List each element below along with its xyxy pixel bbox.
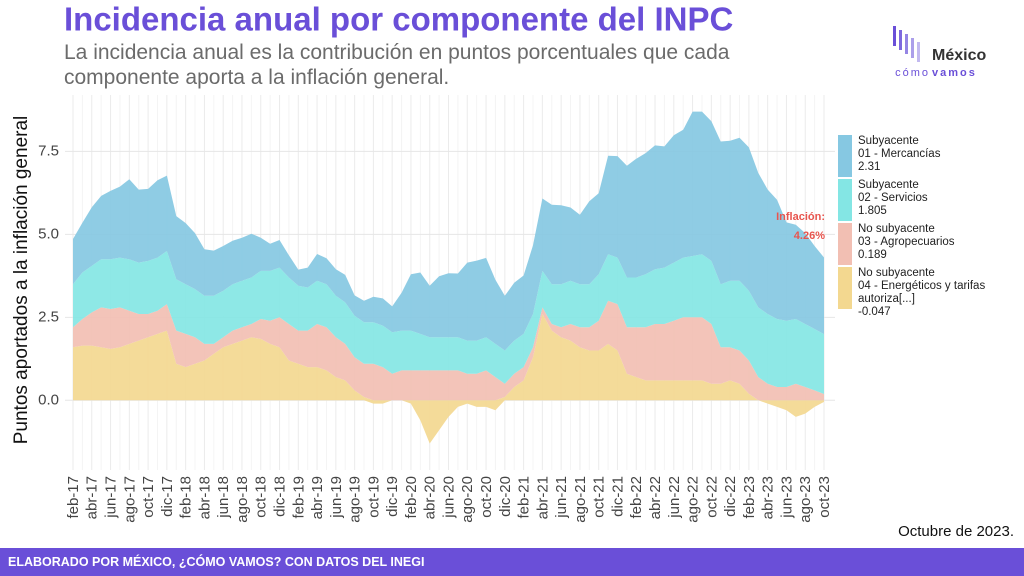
legend-text: Subyacente 02 - Servicios 1.805 — [858, 179, 928, 221]
x-tick-label: feb-17 — [65, 476, 82, 519]
x-tick-label: abr-22 — [647, 476, 664, 519]
x-tick-label: feb-22 — [628, 476, 645, 519]
x-tick-label: dic-19 — [384, 476, 401, 517]
x-tick-label: dic-17 — [159, 476, 176, 517]
logo-bar — [893, 26, 896, 46]
legend-value: -0.047 — [858, 306, 891, 318]
legend-label: Subyacente 02 - Servicios — [858, 179, 928, 204]
x-tick-label: dic-20 — [497, 476, 514, 517]
x-tick-label: abr-19 — [309, 476, 326, 519]
legend-entry: Subyacente 02 - Servicios 1.805 — [838, 179, 985, 221]
legend-text: Subyacente 01 - Mercancías 2.31 — [858, 135, 940, 177]
legend-label: Subyacente 01 - Mercancías — [858, 135, 941, 160]
x-tick-label: abr-21 — [534, 476, 551, 519]
legend-swatch — [838, 135, 852, 177]
x-tick-label: ago-18 — [234, 476, 251, 523]
x-tick-label: oct-20 — [478, 476, 495, 518]
legend-swatch — [838, 267, 852, 309]
x-tick-label: dic-18 — [271, 476, 288, 517]
legend-entry: No subyacente 04 - Energéticos y tarifas… — [838, 267, 985, 319]
logo-bar — [905, 34, 908, 54]
legend: Subyacente 01 - Mercancías 2.31 Subyacente… — [838, 135, 985, 321]
legend-text: No subyacente 03 - Agropecuarios 0.189 — [858, 223, 955, 265]
x-tick-label: oct-17 — [140, 476, 157, 518]
x-tick-label: feb-21 — [516, 476, 533, 519]
area — [73, 111, 824, 351]
area — [73, 300, 824, 401]
x-tick-label: ago-22 — [685, 476, 702, 523]
legend-value: 0.189 — [858, 249, 887, 261]
y-tick-label: 7.5 — [38, 142, 59, 159]
footer: ELABORADO POR MÉXICO, ¿CÓMO VAMOS? CON D… — [0, 548, 1024, 576]
x-tick-label: feb-23 — [741, 476, 758, 519]
x-tick-label: feb-18 — [178, 476, 195, 519]
y-tick-label: 5.0 — [38, 225, 59, 242]
area — [73, 314, 824, 444]
x-tick-label: ago-23 — [797, 476, 814, 523]
chart-subtitle: La incidencia anual es la contribución e… — [64, 41, 730, 89]
legend-swatch — [838, 223, 852, 265]
annotation-label: Inflación: — [776, 211, 825, 223]
x-tick-label: ago-19 — [347, 476, 364, 523]
logo-name: México — [932, 47, 986, 64]
x-tick-label: dic-21 — [609, 476, 626, 517]
legend-label: No subyacente 04 - Energéticos y tarifas… — [858, 267, 986, 305]
x-tick-label: jun-22 — [666, 476, 683, 519]
x-tick-label: abr-18 — [196, 476, 213, 519]
legend-text: No subyacente 04 - Energéticos y tarifas… — [858, 267, 985, 319]
x-tick-label: oct-21 — [591, 476, 608, 518]
legend-value: 1.805 — [858, 205, 887, 217]
x-tick-label: ago-20 — [459, 476, 476, 523]
subtitle-box: La incidencia anual es la contribución e… — [64, 41, 730, 89]
area — [73, 251, 824, 394]
x-tick-label: jun-21 — [553, 476, 570, 519]
legend-entry: No subyacente 03 - Agropecuarios 0.189 — [838, 223, 985, 265]
date-note: Octubre de 2023. — [898, 523, 1014, 540]
x-tick-label: jun-18 — [215, 476, 232, 519]
x-tick-label: feb-19 — [290, 476, 307, 519]
y-tick-label: 0.0 — [38, 391, 59, 408]
logo-bar — [911, 38, 914, 58]
x-tick-label: ago-21 — [572, 476, 589, 523]
x-tick-label: jun-23 — [778, 476, 795, 519]
legend-label: No subyacente 03 - Agropecuarios — [858, 223, 955, 248]
y-tick-label: 2.5 — [38, 308, 59, 325]
x-tick-label: jun-20 — [440, 476, 457, 519]
chart-title: Incidencia anual por componente del INPC — [64, 1, 733, 38]
x-tick-label: abr-20 — [422, 476, 439, 519]
x-tick-label: oct-18 — [253, 476, 270, 518]
legend-value: 2.31 — [858, 161, 881, 173]
x-tick-label: feb-20 — [403, 476, 420, 519]
y-axis-title: Puntos aportados a la inflación general — [11, 116, 32, 445]
annotation-value: 4.26% — [794, 230, 825, 242]
logo: México cómo vamos — [893, 26, 986, 79]
footer-text: ELABORADO POR MÉXICO, ¿CÓMO VAMOS? CON D… — [8, 555, 425, 569]
x-tick-label: jun-17 — [103, 476, 120, 519]
x-tick-label: oct-23 — [816, 476, 833, 518]
logo-tagline: vamos — [932, 67, 977, 79]
chart: Incidencia anual por componente del INPC… — [11, 1, 986, 523]
x-tick-label: abr-23 — [760, 476, 777, 519]
x-tick-label: dic-22 — [722, 476, 739, 517]
logo-bar — [899, 30, 902, 50]
legend-swatch — [838, 179, 852, 221]
x-tick-label: ago-17 — [121, 476, 138, 523]
x-tick-label: jun-19 — [328, 476, 345, 519]
logo-bar — [917, 42, 920, 62]
legend-entry: Subyacente 01 - Mercancías 2.31 — [838, 135, 985, 177]
x-tick-label: oct-19 — [365, 476, 382, 518]
x-tick-label: oct-22 — [703, 476, 720, 518]
x-tick-label: abr-17 — [84, 476, 101, 519]
logo-tagline: cómo — [895, 67, 930, 79]
